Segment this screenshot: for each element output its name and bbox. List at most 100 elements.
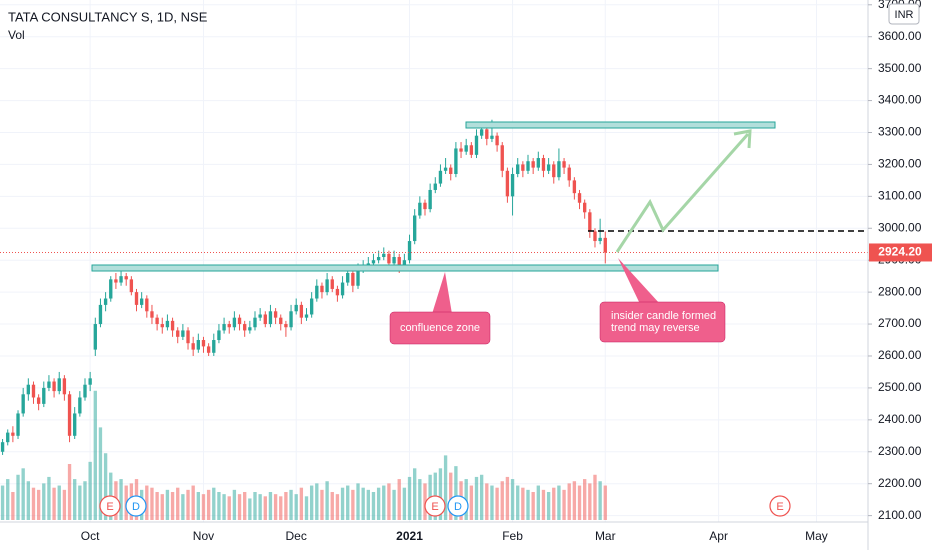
candle-body [516,164,520,174]
volume-bar [16,474,20,520]
last-price-tag [869,243,932,262]
volume-bar [562,489,566,520]
candle-body [186,330,190,344]
candle-body [206,346,211,353]
candle-body [62,378,67,395]
volume-bar [62,489,67,520]
candle-body [11,432,15,436]
candle-body [371,260,376,264]
currency-box[interactable] [888,3,920,25]
volume-bar [516,485,520,520]
volume-bar [557,485,561,520]
candle-body [572,180,577,194]
volume-bar [309,485,314,520]
candle-body [315,285,319,299]
candle-body [438,170,443,184]
candle-body [73,413,77,436]
volume-bar [449,472,453,520]
x-tick-label: 2021 [396,529,423,543]
candle-body [505,170,510,197]
candle-body [263,314,267,325]
candle-body [340,282,345,296]
annotation: confluence zone [400,322,480,334]
candle-body [170,320,175,331]
volume-bar [42,483,46,520]
arrow-head [733,129,752,149]
candle-body [145,298,149,312]
volume-bar [325,481,329,520]
candle-body [78,397,82,414]
volume-bar [505,476,510,520]
currency[interactable]: INR [895,9,914,21]
volume-bar [47,476,51,520]
y-tick-label: 2300.00 [878,444,922,458]
volume-bar [438,468,443,520]
y-tick-label: 3400.00 [878,93,922,107]
candle-body [284,324,288,328]
volume-bar [36,489,41,520]
candle-body [583,202,587,213]
volume-bar [320,489,324,520]
volume-bar [392,489,396,520]
volume-bar [366,489,370,520]
candle-body [243,324,247,331]
candle-body [335,288,340,296]
volume-bar [243,492,247,520]
candle-body [485,129,489,139]
candle-body [407,241,412,261]
volume-bar [294,494,298,520]
candle-body [289,311,293,328]
candle-body [449,167,453,174]
volume-bar [248,498,252,520]
callout-pointer [432,272,452,314]
volume-bar [0,485,5,520]
candle-body [217,330,221,341]
volume-bar [443,455,448,520]
volume-bar [93,390,97,520]
candle-body [119,276,123,283]
projection-arrow [615,133,750,253]
x-tick-label: Nov [193,529,214,543]
event-marker [424,495,446,517]
volume-bar [593,474,597,520]
candle-body [428,189,432,210]
chart-title: TATA CONSULTANCY S, 1D, NSE [8,9,208,24]
candle-body [567,167,571,181]
volume-bar [227,496,231,520]
volume-bar [552,487,556,520]
candle-body [237,317,242,325]
candle-body [387,253,391,264]
candle-body [392,257,396,264]
candle-body [433,183,437,190]
candle-body [16,413,20,436]
candle-body [459,148,463,152]
volume-bar [217,492,221,520]
volume-bar [541,489,546,520]
candle-body [464,145,468,152]
price-axis [868,0,932,550]
volume-bar [145,485,149,520]
y-tick-label: 2500.00 [878,380,922,394]
volume-bar [598,481,602,520]
volume-bar [263,496,267,520]
candle-body [98,304,103,325]
volume-bar [407,476,412,520]
volume-bar [103,453,108,520]
candle-body [443,167,448,171]
volume-bar [253,492,257,520]
candle-body [109,279,113,299]
volume-bar [258,494,262,520]
volume-bar [402,487,407,520]
x-tick-label: Mar [595,529,616,543]
axes: 2100.00 2200.00 2300.00 2400.00 2500.00 2600.… [81,0,932,543]
candle-body [351,272,355,286]
candle-body [124,276,128,280]
candle-body [577,193,582,203]
event-label: D [132,501,140,513]
event-marker [99,495,121,517]
candle-body [93,324,97,350]
callout-box [599,301,726,343]
